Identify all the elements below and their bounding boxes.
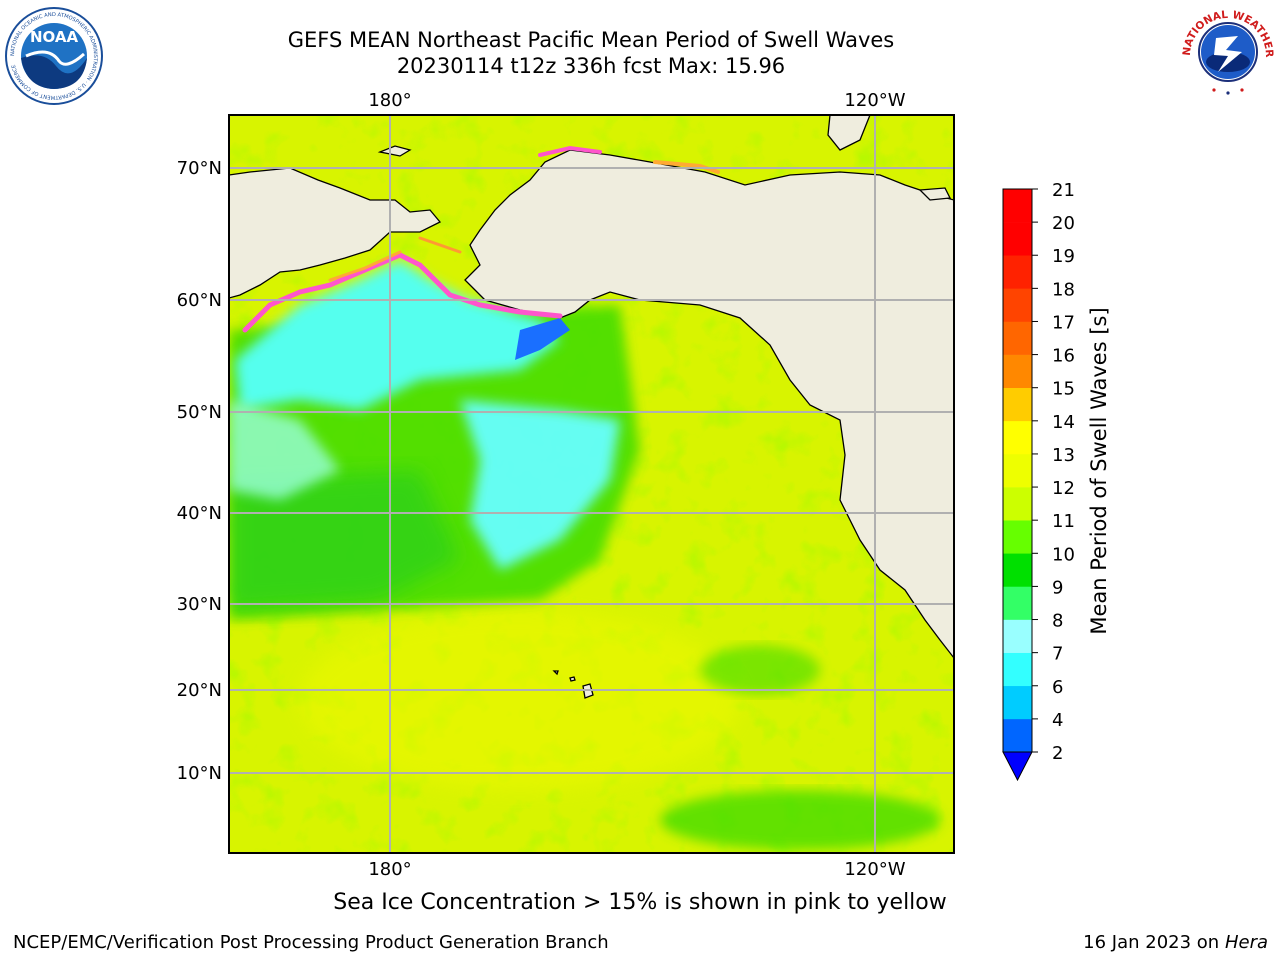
colorbar-band <box>1003 288 1032 322</box>
nws-logo: NATIONAL WEATHER SERVICE <box>1178 0 1275 97</box>
colorbar-frame <box>1002 188 1033 753</box>
colorbar-tick-label: 19 <box>1052 246 1075 267</box>
lon-label-bottom-180: 180° <box>368 859 411 880</box>
colorbar-band <box>1003 553 1032 587</box>
lat-label-40: 40°N <box>177 503 222 524</box>
sea-ice-caption: Sea Ice Concentration > 15% is shown in … <box>333 890 947 915</box>
colorbar-band <box>1003 652 1032 687</box>
colorbar-tick-label: 12 <box>1052 478 1075 499</box>
colorbar: 2 4 6 7 8 9 10 11 12 13 14 15 16 17 18 19 20 21 <box>1002 180 1075 782</box>
sea-ice-fringe <box>242 145 720 333</box>
footer-host: Hera <box>1224 932 1268 953</box>
colorbar-tick-label: 9 <box>1052 577 1063 598</box>
lat-label-60: 60°N <box>177 290 222 311</box>
lat-label-70: 70°N <box>177 158 222 179</box>
land-masses <box>229 115 954 699</box>
colorbar-band <box>1003 222 1032 256</box>
colorbar-band <box>1003 619 1032 653</box>
colorbar-band <box>1003 487 1032 521</box>
colorbar-tick-label: 6 <box>1052 677 1063 698</box>
colorbar-band <box>1003 387 1032 422</box>
colorbar-band <box>1003 189 1032 223</box>
noaa-logo: NATIONAL OCEANIC AND ATMOSPHERIC ADMINIS… <box>5 7 103 105</box>
colorbar-tick-label: 11 <box>1052 511 1075 532</box>
colorbar-tick-label: 8 <box>1052 611 1063 632</box>
footer-credit: NCEP/EMC/Verification Post Processing Pr… <box>13 932 609 953</box>
colorbar-tick-label: 13 <box>1052 445 1075 466</box>
footer-date-text: 16 Jan 2023 on <box>1083 932 1225 953</box>
colorbar-band <box>1003 255 1032 289</box>
colorbar-tick-label: 2 <box>1052 743 1063 764</box>
colorbar-tick-label: 16 <box>1052 346 1075 367</box>
lon-label-top-180: 180° <box>368 90 411 111</box>
colorbar-band <box>1003 453 1032 488</box>
colorbar-band <box>1003 685 1032 720</box>
colorbar-tick-label: 15 <box>1052 379 1075 400</box>
colorbar-tick-label: 14 <box>1052 412 1075 433</box>
map-frame <box>228 114 955 854</box>
colorbar-tick-label: 10 <box>1052 544 1075 565</box>
lat-label-30: 30°N <box>177 594 222 615</box>
colorbar-band <box>1003 718 1032 753</box>
title-line-2: 20230114 t12z 336h fcst Max: 15.96 <box>396 54 786 78</box>
colorbar-tick-label: 20 <box>1052 213 1075 234</box>
colorbar-band <box>1003 420 1032 455</box>
graticule <box>229 115 954 853</box>
colorbar-band <box>1003 321 1032 355</box>
colorbar-label: Mean Period of Swell Waves [s] <box>1087 307 1111 634</box>
lat-label-50: 50°N <box>177 402 222 423</box>
short-period-zone <box>235 260 560 410</box>
colorbar-band <box>1003 354 1032 389</box>
lon-label-bottom-120w: 120°W <box>844 859 905 880</box>
footer-date: 16 Jan 2023 on Hera <box>1083 932 1268 953</box>
noaa-logo-text: NOAA <box>30 28 79 46</box>
lat-label-20: 20°N <box>177 680 222 701</box>
colorbar-tick-label: 4 <box>1052 710 1063 731</box>
lat-label-10: 10°N <box>177 763 222 784</box>
colorbar-tick-label: 21 <box>1052 180 1075 201</box>
colorbar-band <box>1003 586 1032 620</box>
colorbar-extend-arrow <box>1002 751 1033 782</box>
colorbar-tick-label: 7 <box>1052 644 1063 665</box>
colorbar-band <box>1003 520 1032 554</box>
colorbar-tick-label: 17 <box>1052 312 1075 333</box>
colorbar-tick-label: 18 <box>1052 279 1075 300</box>
title-line-1: GEFS MEAN Northeast Pacific Mean Period … <box>287 28 895 52</box>
lon-label-top-120w: 120°W <box>844 90 905 111</box>
